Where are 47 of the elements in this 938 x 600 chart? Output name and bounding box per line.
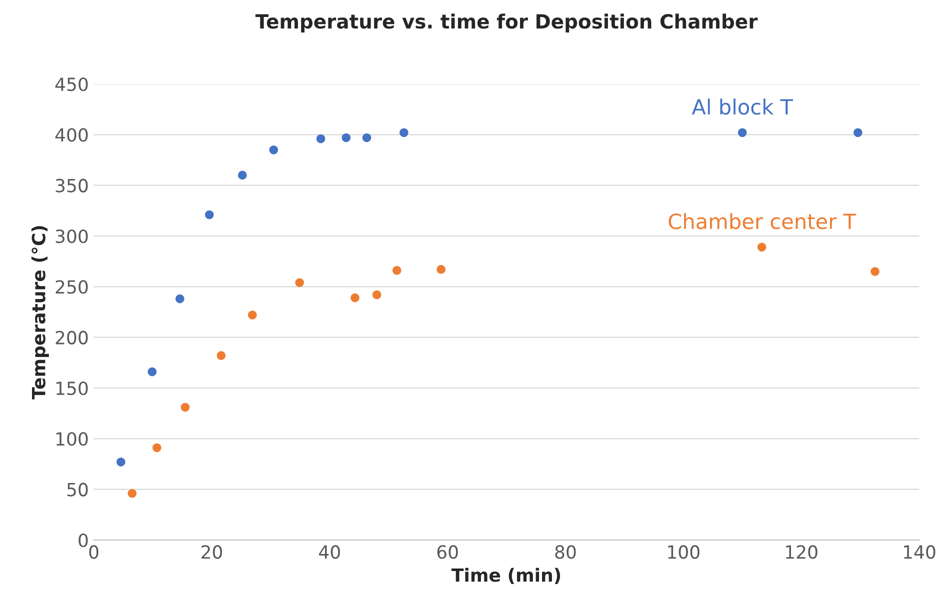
chart-title: Temperature vs. time for Deposition Chamber [255, 14, 758, 32]
point [372, 290, 382, 300]
point [216, 351, 226, 360]
y-tick-label: 200 [56, 330, 88, 344]
y-tick-label: 50 [67, 482, 88, 496]
point [204, 210, 214, 220]
point [738, 128, 747, 138]
point [148, 367, 157, 376]
point [175, 294, 184, 304]
x-tick-label: 120 [786, 545, 818, 559]
series-label: Chamber center T [668, 213, 856, 230]
point [128, 488, 137, 498]
point [152, 443, 162, 452]
x-tick-label: 140 [904, 545, 936, 559]
point [269, 145, 278, 154]
series-label: Al block T [692, 98, 794, 115]
x-tick-label: 40 [319, 545, 340, 559]
y-tick-label: 250 [56, 280, 88, 294]
x-tick-label: 60 [437, 545, 458, 559]
x-axis-title: Time (min) [452, 568, 560, 584]
point [757, 242, 766, 252]
y-tick-label: 0 [78, 533, 88, 548]
point [350, 293, 360, 302]
y-tick-label: 450 [55, 77, 88, 92]
point [295, 278, 304, 288]
point [400, 128, 408, 138]
point [854, 128, 862, 138]
y-tick-label: 100 [56, 432, 88, 446]
point [392, 266, 402, 275]
y-tick-label: 400 [55, 128, 88, 142]
point [316, 134, 326, 144]
point [436, 265, 446, 274]
x-tick-label: 100 [668, 545, 700, 559]
point [342, 133, 351, 142]
y-tick-label: 300 [56, 229, 88, 244]
x-tick-label: 0 [89, 545, 98, 559]
point [870, 267, 880, 276]
point [116, 458, 126, 466]
x-tick-label: 80 [555, 545, 576, 559]
x-tick-label: 20 [202, 545, 222, 559]
point [180, 402, 190, 412]
y-axis-title: Temperature (°C) [31, 226, 49, 400]
point [238, 170, 247, 180]
y-tick-label: 150 [56, 381, 88, 396]
point [248, 310, 257, 320]
point [362, 133, 372, 142]
y-tick-label: 350 [56, 178, 88, 192]
